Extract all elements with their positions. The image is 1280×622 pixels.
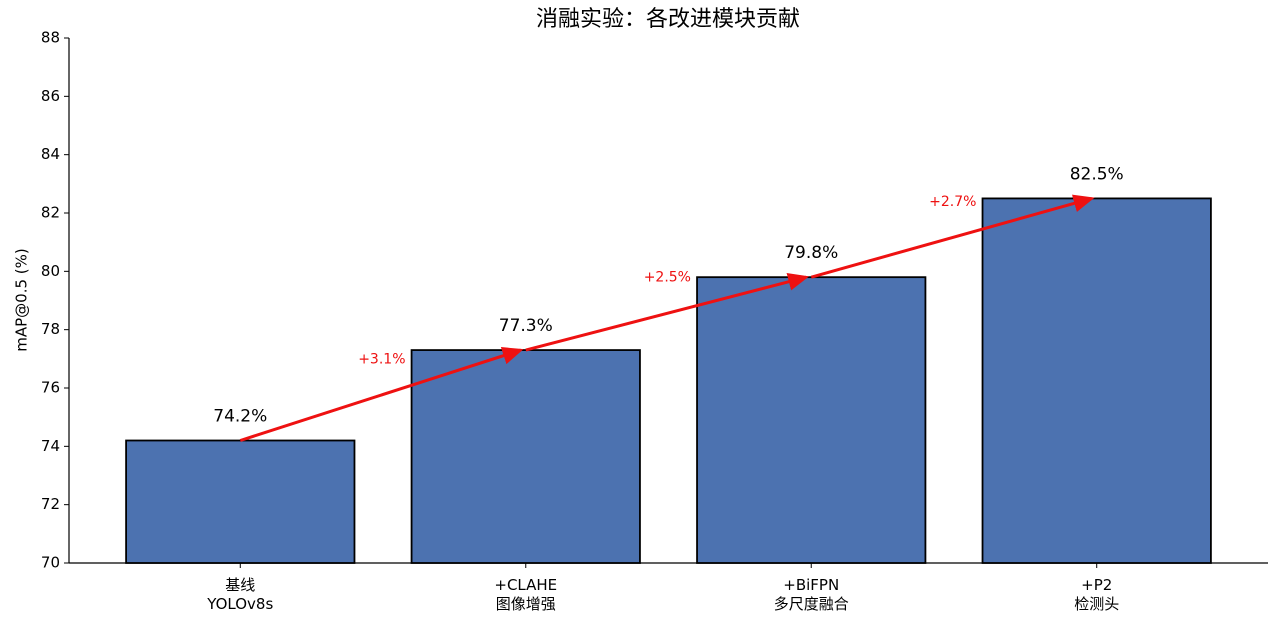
y-tick-label: 80 [41,262,60,280]
value-label: 79.8% [784,243,838,263]
y-tick-label: 76 [41,379,60,397]
y-tick-label: 72 [41,495,60,513]
x-tick-label-line: YOLOv8s [206,595,273,613]
bar [125,439,356,564]
y-tick-label: 86 [41,87,60,105]
y-axis-label: mAP@0.5 (%) [13,248,31,352]
gain-annotation: +2.7% [929,194,976,210]
y-tick-label: 70 [41,554,60,572]
x-tick-label-line: +CLAHE [494,576,557,594]
x-tick-label-line: 图像增强 [496,595,556,613]
x-tick-label-line: +P2 [1081,576,1112,594]
y-tick-label: 74 [41,437,60,455]
value-label: 82.5% [1070,164,1124,184]
value-label: 74.2% [213,407,267,427]
gain-annotation: +3.1% [358,351,405,367]
gain-arrow [810,194,1095,279]
gain-arrow [239,347,524,442]
y-tick-label: 82 [41,204,60,222]
chart-title: 消融实验：各改进模块贡献 [536,7,800,32]
x-tick-label: 基线 YOLOv8s [206,576,273,613]
x-tick-label-line: 基线 [225,576,255,594]
x-tick-label: +P2 检测头 [1074,576,1119,613]
gain-annotation: +2.5% [644,270,691,286]
gain-arrow [525,272,810,352]
value-label: 77.3% [499,316,553,336]
y-tick-label: 84 [41,145,60,163]
bar [696,276,927,564]
bar [981,197,1212,564]
x-tick-label-line: +BiFPN [783,576,839,594]
y-tick-label: 78 [41,320,60,338]
x-tick-label-line: 检测头 [1074,595,1119,613]
x-tick-label: +CLAHE 图像增强 [494,576,557,613]
x-tick-label: +BiFPN 多尺度融合 [774,576,849,613]
y-tick-label: 88 [41,29,60,47]
x-tick-label-line: 多尺度融合 [774,595,849,613]
bar [410,349,641,564]
